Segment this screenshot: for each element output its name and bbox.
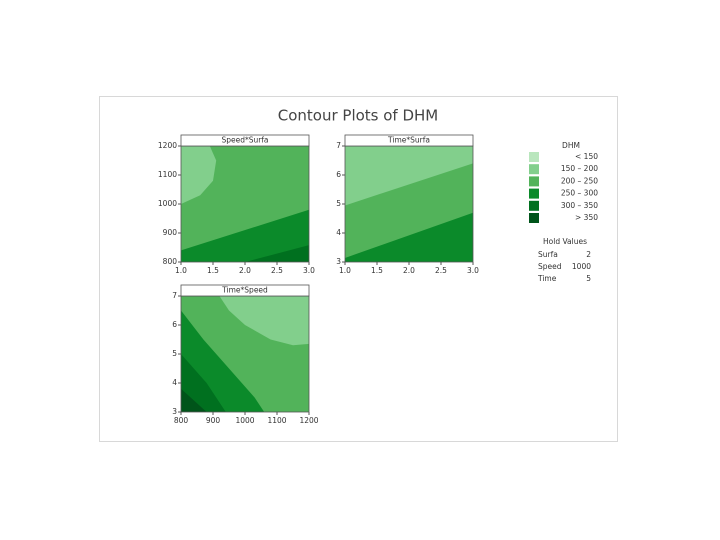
y-tick-label: 4 <box>172 378 177 387</box>
hold-value: 5 <box>586 274 591 283</box>
contour-region <box>181 354 226 412</box>
hold-values-title: Hold Values <box>543 237 587 246</box>
y-tick-label: 1000 <box>158 199 177 208</box>
panel-header <box>180 134 310 147</box>
legend-swatch <box>529 213 539 223</box>
y-tick-label: 5 <box>336 199 341 208</box>
x-tick-label: 2.5 <box>435 266 447 275</box>
legend-label: < 150 <box>575 152 598 161</box>
hold-value: 1000 <box>572 262 591 271</box>
x-tick-label: 800 <box>174 416 189 425</box>
legend-swatch <box>529 200 539 211</box>
x-tick-label: 2.5 <box>271 266 283 275</box>
legend-label: 150 – 200 <box>561 164 598 173</box>
legend-label: 200 – 250 <box>561 176 598 185</box>
contour-region <box>219 296 309 346</box>
x-tick-label: 900 <box>206 416 221 425</box>
contour-region <box>345 146 473 206</box>
x-tick-label: 1200 <box>299 416 318 425</box>
legend-label: > 350 <box>575 213 598 222</box>
x-tick-label: 1.0 <box>175 266 187 275</box>
x-tick-label: 2.0 <box>239 266 251 275</box>
panel-header <box>180 284 310 297</box>
x-tick-label: 3.0 <box>467 266 479 275</box>
contour-region <box>181 209 309 262</box>
hold-name: Surfa <box>538 250 558 259</box>
y-tick-label: 4 <box>336 228 341 237</box>
legend-swatch <box>529 188 539 199</box>
x-tick-label: 3.0 <box>303 266 315 275</box>
legend-label: 250 – 300 <box>561 189 598 198</box>
y-tick-label: 5 <box>172 349 177 358</box>
legend-swatch <box>529 176 539 187</box>
legend-label: 300 – 350 <box>561 201 598 210</box>
x-tick-label: 2.0 <box>403 266 415 275</box>
hold-value: 2 <box>586 250 591 259</box>
panel-title: Speed*Surfa <box>221 136 268 145</box>
x-tick-label: 1.5 <box>207 266 219 275</box>
x-tick-label: 1.0 <box>339 266 351 275</box>
panel-title: Time*Speed <box>221 286 268 295</box>
panel-title: Time*Surfa <box>387 136 430 145</box>
y-tick-label: 800 <box>163 257 178 266</box>
y-tick-label: 7 <box>172 291 177 300</box>
y-tick-label: 6 <box>336 170 341 179</box>
contour-region <box>181 388 207 412</box>
y-tick-label: 900 <box>163 228 178 237</box>
chart-title: Contour Plots of DHM <box>278 107 439 125</box>
y-tick-label: 7 <box>336 141 341 150</box>
y-tick-label: 6 <box>172 320 177 329</box>
y-tick-label: 1200 <box>158 141 177 150</box>
legend-swatch <box>529 164 539 175</box>
hold-name: Time <box>537 274 557 283</box>
contour-region <box>181 146 217 204</box>
contour-region <box>345 212 473 262</box>
panel-header <box>344 134 474 147</box>
x-tick-label: 1100 <box>267 416 286 425</box>
y-tick-label: 3 <box>172 407 177 416</box>
x-tick-label: 1000 <box>235 416 254 425</box>
y-tick-label: 1100 <box>158 170 177 179</box>
x-tick-label: 1.5 <box>371 266 383 275</box>
legend-title: DHM <box>562 141 580 150</box>
hold-name: Speed <box>538 262 562 271</box>
y-tick-label: 3 <box>336 257 341 266</box>
legend-swatch <box>529 152 539 162</box>
contour-region <box>245 245 309 262</box>
